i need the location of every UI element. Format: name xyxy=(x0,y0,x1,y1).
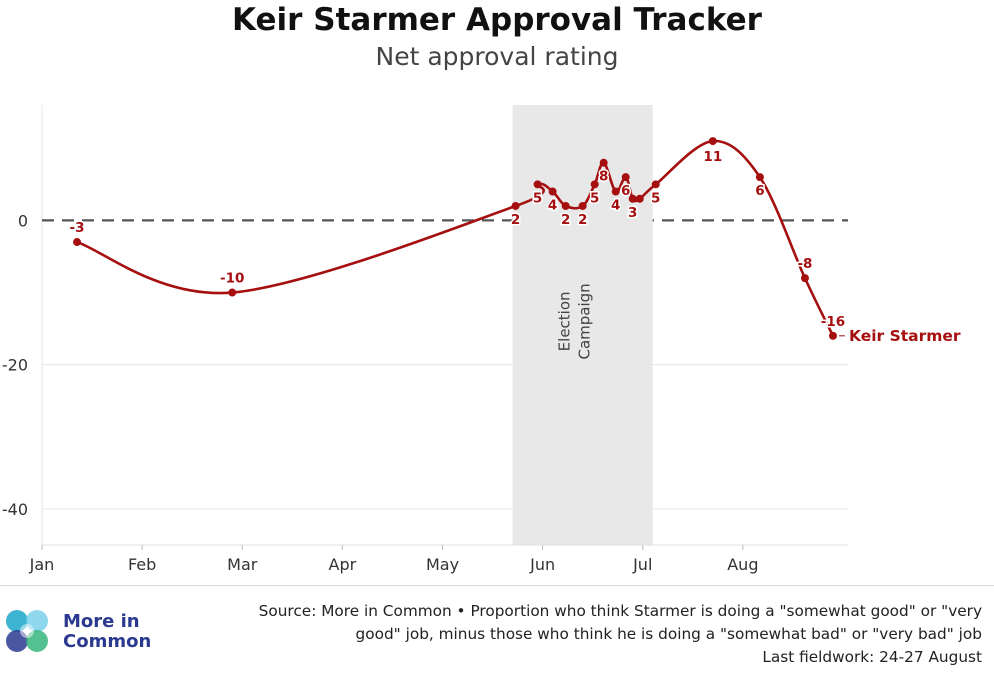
data-label: 4 xyxy=(548,198,557,214)
logo-text: More in Common xyxy=(63,612,151,652)
approval-line-chart: Election Campaign 0 -20 -40 Jan Feb Mar Apr May J… xyxy=(2,105,961,574)
logo-line-2: Common xyxy=(63,631,152,652)
data-label: -16 xyxy=(821,314,845,330)
x-tick-label: Apr xyxy=(329,555,357,574)
data-label: 3 xyxy=(628,205,637,221)
data-point xyxy=(755,173,764,182)
data-label: 6 xyxy=(755,183,764,199)
source-note: Source: More in Common • Proportion who … xyxy=(259,600,982,669)
data-label: -10 xyxy=(220,271,244,287)
data-point xyxy=(651,180,660,189)
footer-divider xyxy=(0,585,994,586)
data-label: 2 xyxy=(578,212,587,228)
x-tick-label: Mar xyxy=(227,555,258,574)
data-point xyxy=(511,201,520,210)
data-point xyxy=(578,201,587,210)
data-label: -8 xyxy=(797,256,812,272)
y-tick-label: -40 xyxy=(2,500,28,519)
source-line-1: Source: More in Common • Proportion who … xyxy=(258,602,982,620)
source-line-3: Last fieldwork: 24-27 August xyxy=(762,648,982,666)
x-tick-label: May xyxy=(426,555,459,574)
election-campaign-label: Election xyxy=(556,291,574,351)
more-in-common-logo-icon xyxy=(6,610,48,652)
source-line-2: good" job, minus those who think he is d… xyxy=(355,625,982,643)
y-tick-label: 0 xyxy=(18,211,28,230)
data-label: 2 xyxy=(561,212,570,228)
data-label: 2 xyxy=(511,212,520,228)
data-point xyxy=(628,194,637,203)
data-label: 5 xyxy=(651,190,660,206)
y-tick-label: -20 xyxy=(2,356,28,375)
x-tick-label: Jan xyxy=(29,555,55,574)
chart-subtitle: Net approval rating xyxy=(375,42,619,71)
data-point xyxy=(621,173,630,182)
data-point xyxy=(800,274,809,283)
data-point xyxy=(828,331,837,340)
data-label: 8 xyxy=(599,169,608,185)
data-point xyxy=(599,158,608,167)
data-point xyxy=(533,180,542,189)
data-label: 5 xyxy=(533,190,542,206)
series-name-label: Keir Starmer xyxy=(849,327,961,345)
logo-center xyxy=(20,624,34,638)
data-label: 6 xyxy=(621,183,630,199)
data-point xyxy=(611,187,620,196)
data-label: 4 xyxy=(611,198,620,214)
data-label: -3 xyxy=(70,220,85,236)
data-point xyxy=(73,238,82,247)
chart-title: Keir Starmer Approval Tracker xyxy=(232,2,762,38)
election-campaign-label: Campaign xyxy=(576,283,594,359)
data-label: 11 xyxy=(703,149,722,165)
data-point xyxy=(635,194,644,203)
data-point xyxy=(561,201,570,210)
data-label: 5 xyxy=(590,190,599,206)
starmer-series-line xyxy=(76,139,835,337)
x-tick-label: Jun xyxy=(529,555,555,574)
data-point xyxy=(228,288,237,297)
x-tick-label: Feb xyxy=(128,555,156,574)
x-tick-label: Jul xyxy=(632,555,652,574)
data-point xyxy=(548,187,557,196)
data-point xyxy=(590,180,599,189)
logo-line-1: More in xyxy=(63,611,140,632)
x-tick-label: Aug xyxy=(727,555,758,574)
data-point xyxy=(708,137,717,146)
